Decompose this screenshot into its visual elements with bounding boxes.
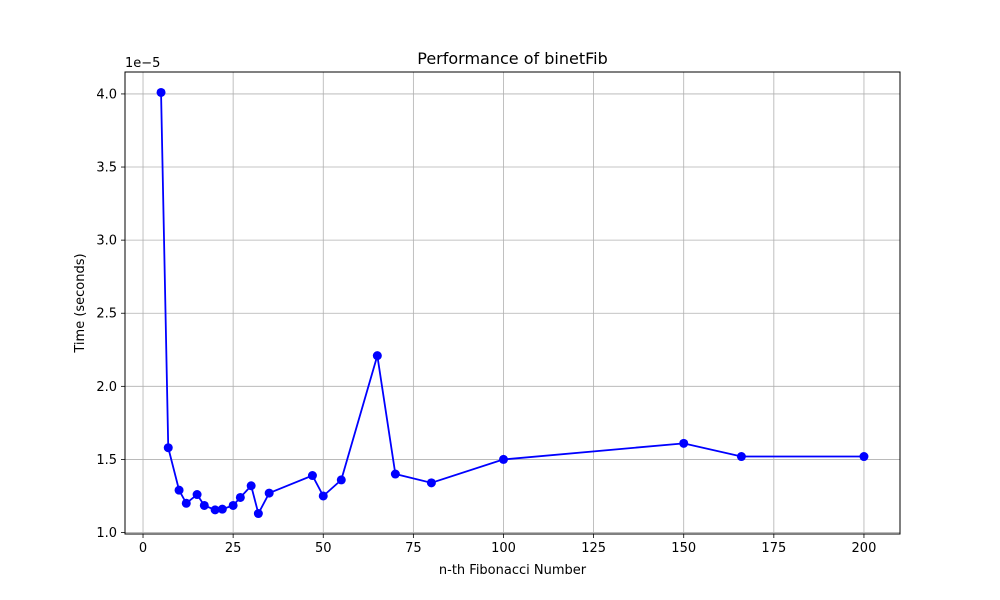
y-offset-label: 1e−5 <box>125 56 160 71</box>
data-point <box>679 438 689 448</box>
data-point <box>336 475 346 485</box>
data-point <box>199 500 209 510</box>
x-tick-label: 75 <box>405 541 422 556</box>
data-point <box>426 478 436 488</box>
data-point <box>859 452 869 462</box>
y-tick-label: 2.5 <box>96 307 117 322</box>
data-point <box>498 454 508 464</box>
plot-area <box>125 72 900 534</box>
data-point <box>163 443 173 453</box>
grid <box>125 72 900 534</box>
chart-title: Performance of binetFib <box>417 49 607 68</box>
x-tick-label: 175 <box>761 541 786 556</box>
data-point <box>253 509 263 519</box>
data-point <box>235 492 245 502</box>
y-tick-label: 3.5 <box>96 161 117 176</box>
data-point <box>174 485 184 495</box>
data-point <box>372 351 382 361</box>
y-tick-label: 4.0 <box>96 87 117 102</box>
plot-frame <box>124 71 901 535</box>
y-tick-label: 1.0 <box>96 526 117 541</box>
y-tick-label: 3.0 <box>96 234 117 249</box>
data-point <box>390 469 400 479</box>
data-point <box>181 498 191 508</box>
data-points <box>156 87 869 519</box>
x-tick-label: 50 <box>315 541 332 556</box>
y-tick-label: 2.0 <box>96 380 117 395</box>
data-point <box>264 488 274 498</box>
data-point <box>246 481 256 491</box>
data-point <box>736 452 746 462</box>
x-axis-title: n-th Fibonacci Number <box>439 563 587 578</box>
data-point <box>192 490 202 500</box>
data-point <box>210 505 220 515</box>
data-point <box>217 504 227 514</box>
y-axis-title: Time (seconds) <box>73 253 88 353</box>
x-tick-label: 0 <box>139 541 147 556</box>
x-tick-label: 25 <box>225 541 242 556</box>
x-tick-label: 200 <box>852 541 877 556</box>
x-tick-label: 150 <box>671 541 696 556</box>
data-point <box>307 471 317 481</box>
data-point <box>156 87 166 97</box>
y-tick-label: 1.5 <box>96 453 117 468</box>
x-tick-label: 125 <box>581 541 606 556</box>
ticks: 0 25 50 75 100 125 150 175 200 1.0 1.5 2.0 2.5 3.0 3.5… <box>96 87 876 556</box>
x-tick-label: 100 <box>491 541 516 556</box>
data-point <box>228 500 238 510</box>
data-point <box>318 491 328 501</box>
